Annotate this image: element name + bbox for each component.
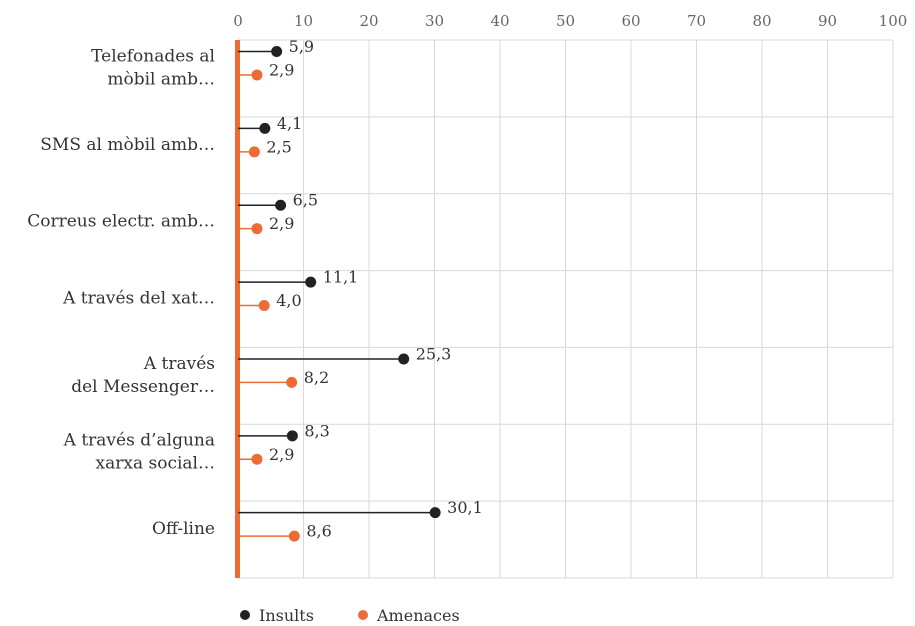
x-tick-label: 60 [621,12,640,30]
point-insults [259,122,271,134]
legend-label-insults: Insults [259,606,314,625]
data-label: 11,1 [323,268,359,287]
x-tick-label: 20 [359,12,378,30]
x-axis-ticks: 0 10 20 30 40 50 60 70 80 90 100 [233,12,907,30]
data-label: 4,0 [276,291,301,310]
category-label: del Messenger… [71,377,215,397]
point-amenaces [286,376,298,388]
x-tick-label: 100 [879,12,908,30]
point-amenaces [251,453,263,465]
data-marks: 5,9 2,9 4,1 2,5 6,5 2,9 11,1 4,0 25,3 8,2 8,3 2,9 30… [238,37,483,542]
point-insults [286,430,298,442]
data-label: 25,3 [416,344,452,363]
point-amenaces [258,300,270,312]
data-label: 6,5 [293,191,318,210]
category-label: mòbil amb… [107,69,215,89]
data-label: 2,9 [269,214,294,233]
point-insults [271,46,283,58]
category-label: A través [143,354,215,374]
point-amenaces [288,530,300,542]
x-tick-label: 40 [490,12,509,30]
category-label: SMS al mòbil amb… [40,135,215,155]
point-insults [275,199,287,211]
x-tick-label: 0 [233,12,243,30]
x-tick-label: 80 [752,12,771,30]
category-label: Telefonades al [91,46,215,66]
category-labels: Telefonades al mòbil amb… SMS al mòbil amb… [27,46,215,539]
legend-label-amenaces: Amenaces [376,606,460,625]
data-label: 5,9 [289,37,314,56]
y-axis-bar [235,40,240,578]
category-label: A través d’alguna [63,431,215,451]
legend: Insults Amenaces [240,606,460,625]
legend-marker-amenaces [358,610,368,620]
category-label: xarxa social… [96,454,215,474]
data-label: 8,3 [304,421,329,440]
category-label: A través del xat… [62,288,215,308]
x-tick-label: 90 [818,12,837,30]
data-label: 30,1 [447,498,483,517]
point-amenaces [251,223,263,235]
data-label: 8,2 [304,368,329,387]
data-label: 8,6 [306,522,331,541]
data-label: 4,1 [277,114,302,133]
data-label: 2,9 [269,60,294,79]
point-amenaces [251,69,263,81]
point-amenaces [248,146,260,158]
category-label: Off-line [152,519,215,539]
data-label: 2,9 [269,445,294,464]
grid [235,39,894,579]
data-label: 2,5 [266,137,291,156]
x-tick-label: 70 [687,12,706,30]
x-tick-label: 10 [294,12,313,30]
x-tick-label: 50 [556,12,575,30]
category-label: Correus electr. amb… [27,212,215,232]
point-insults [429,507,441,519]
point-insults [305,276,317,288]
legend-marker-insults [240,610,250,620]
x-tick-label: 30 [425,12,444,30]
point-insults [398,353,410,365]
